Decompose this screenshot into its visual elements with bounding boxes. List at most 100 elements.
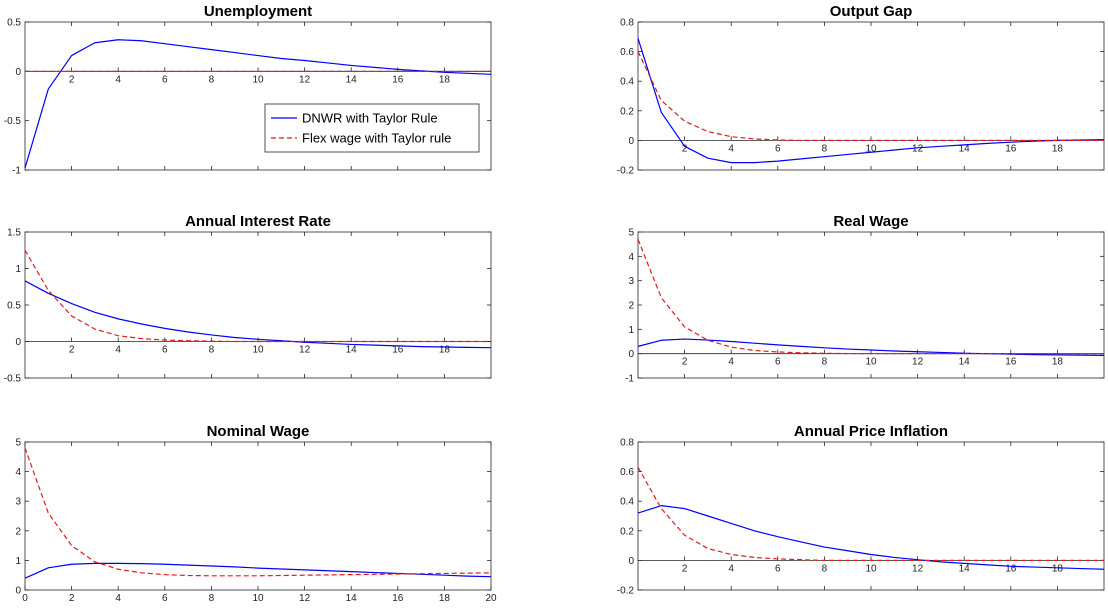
legend-box bbox=[264, 103, 480, 153]
x-tick-label: 6 bbox=[775, 357, 781, 368]
x-tick-label: 2 bbox=[69, 593, 75, 604]
x-tick-label: 18 bbox=[439, 74, 451, 85]
chart-title: Output Gap bbox=[830, 3, 913, 20]
x-tick-label: 16 bbox=[1005, 357, 1017, 368]
x-tick-label: 0 bbox=[22, 593, 28, 604]
series-line-dnwr-with-taylor-rule bbox=[637, 338, 1105, 356]
x-tick-label: 4 bbox=[115, 74, 121, 85]
series-line-flex-wage-with-taylor-rule bbox=[637, 466, 1104, 562]
x-tick-label: 4 bbox=[728, 563, 734, 574]
y-tick-label: 0.6 bbox=[620, 467, 634, 478]
chart-annual-interest-rate: Annual Interest Rate -0.5 0 0.5 1 1.5 2 4 6 8 10 12… bbox=[4, 213, 492, 385]
x-tick-label: 8 bbox=[822, 357, 828, 368]
axes-box bbox=[637, 441, 1105, 591]
y-tick-label: -0.2 bbox=[617, 166, 635, 177]
y-tick-label: 1.5 bbox=[7, 228, 21, 239]
x-tick-label: 16 bbox=[392, 345, 404, 356]
x-tick-label: 2 bbox=[69, 345, 75, 356]
x-tick-label: 2 bbox=[69, 74, 75, 85]
y-tick-label: 2 bbox=[15, 526, 21, 537]
x-tick-label: 12 bbox=[912, 143, 924, 154]
x-tick-label: 18 bbox=[439, 593, 451, 604]
y-tick-label: 0 bbox=[628, 556, 634, 567]
y-tick-label: 0.4 bbox=[620, 497, 634, 508]
y-tick-label: 0 bbox=[15, 67, 21, 78]
x-tick-label: 12 bbox=[299, 74, 311, 85]
axes-box bbox=[24, 441, 492, 591]
x-tick-label: 18 bbox=[1052, 143, 1064, 154]
y-tick-label: -0.2 bbox=[617, 586, 635, 597]
x-tick-label: 16 bbox=[1005, 563, 1017, 574]
series-line-flex-wage-with-taylor-rule bbox=[637, 239, 1104, 355]
series-line-dnwr-with-taylor-rule bbox=[24, 39, 492, 169]
x-tick-label: 14 bbox=[959, 563, 971, 574]
x-tick-label: 4 bbox=[728, 357, 734, 368]
chart-title: Annual Interest Rate bbox=[185, 213, 331, 230]
x-tick-label: 6 bbox=[162, 345, 168, 356]
y-tick-label: 4 bbox=[628, 252, 634, 263]
y-tick-label: 0.8 bbox=[620, 18, 634, 29]
x-tick-label: 8 bbox=[209, 74, 215, 85]
series-line-flex-wage-with-taylor-rule bbox=[24, 249, 491, 343]
x-tick-label: 12 bbox=[912, 563, 924, 574]
x-tick-label: 10 bbox=[252, 74, 264, 85]
x-tick-label: 14 bbox=[346, 345, 358, 356]
y-tick-label: 0.5 bbox=[7, 301, 21, 312]
chart-annual-price-inflation: Annual Price Inflation -0.2 0 0.2 0.4 0.6 0.8 2… bbox=[617, 423, 1105, 597]
x-tick-label: 2 bbox=[682, 143, 688, 154]
x-tick-label: 14 bbox=[346, 593, 358, 604]
x-tick-label: 6 bbox=[775, 143, 781, 154]
x-tick-label: 6 bbox=[162, 74, 168, 85]
x-tick-label: 16 bbox=[1005, 143, 1017, 154]
x-tick-label: 12 bbox=[912, 357, 924, 368]
x-tick-label: 10 bbox=[865, 563, 877, 574]
x-tick-label: 2 bbox=[682, 357, 688, 368]
y-tick-label: 0 bbox=[628, 349, 634, 360]
x-tick-label: 20 bbox=[485, 593, 497, 604]
y-tick-label: 1 bbox=[15, 556, 21, 567]
x-tick-label: 16 bbox=[392, 593, 404, 604]
y-tick-label: 0 bbox=[15, 337, 21, 348]
y-tick-label: 0.2 bbox=[620, 106, 634, 117]
y-tick-label: 2 bbox=[628, 301, 634, 312]
y-tick-label: 3 bbox=[628, 276, 634, 287]
legend: DNWR with Taylor Rule Flex wage with Tayl… bbox=[264, 103, 480, 153]
y-tick-label: 0.2 bbox=[620, 526, 634, 537]
x-tick-label: 14 bbox=[959, 357, 971, 368]
y-tick-label: 0.4 bbox=[620, 77, 634, 88]
y-tick-label: 0.6 bbox=[620, 47, 634, 58]
y-tick-label: 0.5 bbox=[7, 18, 21, 29]
x-tick-label: 16 bbox=[392, 74, 404, 85]
y-tick-label: -1 bbox=[625, 374, 634, 385]
y-tick-label: 5 bbox=[15, 438, 21, 449]
chart-output-gap: Output Gap -0.2 0 0.2 0.4 0.6 0.8 2 4 6 8 10 12 14 16 1… bbox=[617, 3, 1105, 177]
x-tick-label: 18 bbox=[1052, 563, 1064, 574]
x-tick-label: 12 bbox=[299, 345, 311, 356]
x-tick-label: 4 bbox=[728, 143, 734, 154]
y-tick-label: 3 bbox=[15, 497, 21, 508]
chart-title: Real Wage bbox=[833, 213, 908, 230]
y-tick-label: 0 bbox=[15, 586, 21, 597]
series-line-flex-wage-with-taylor-rule bbox=[637, 51, 1104, 141]
series-line-dnwr-with-taylor-rule bbox=[637, 38, 1105, 164]
chart-unemployment: Unemployment -1 -0.5 0 0.5 2 4 6 8 10 12 14 16 18 bbox=[4, 3, 492, 177]
series-line-dnwr-with-taylor-rule bbox=[637, 505, 1105, 570]
x-tick-label: 8 bbox=[209, 345, 215, 356]
y-tick-label: -1 bbox=[12, 166, 21, 177]
charts-grid: Unemployment-1-0.500.52 4 6 8 10 12 14 16 18Outp… bbox=[4, 3, 1105, 604]
x-tick-label: 8 bbox=[209, 593, 215, 604]
axes-box bbox=[637, 21, 1105, 171]
y-tick-label: 0.8 bbox=[620, 438, 634, 449]
x-tick-label: 6 bbox=[775, 563, 781, 574]
x-tick-label: 12 bbox=[299, 593, 311, 604]
y-tick-label: 5 bbox=[628, 228, 634, 239]
x-tick-label: 10 bbox=[865, 143, 877, 154]
x-tick-label: 10 bbox=[252, 593, 264, 604]
x-tick-label: 18 bbox=[439, 345, 451, 356]
chart-title: Annual Price Inflation bbox=[794, 423, 948, 440]
x-tick-label: 4 bbox=[115, 593, 121, 604]
y-tick-label: -0.5 bbox=[4, 116, 22, 127]
